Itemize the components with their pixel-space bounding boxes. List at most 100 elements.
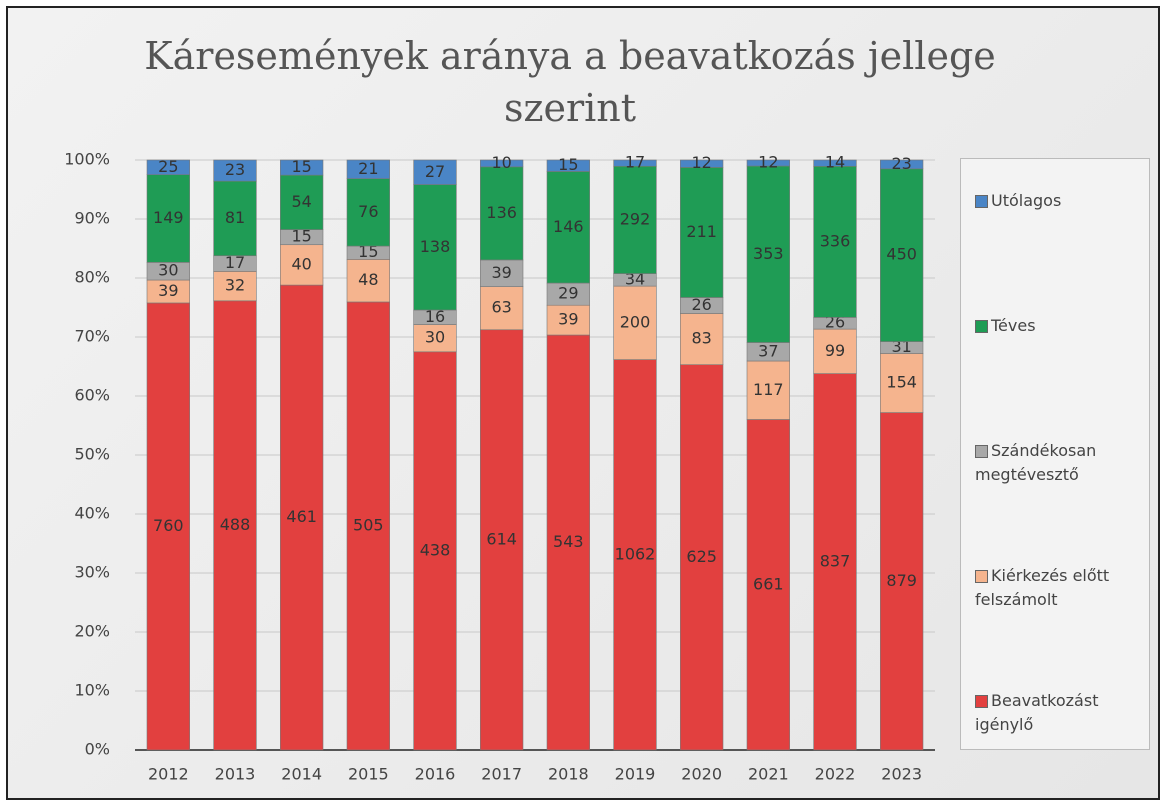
data-label: 543	[553, 532, 584, 551]
bar-segment	[280, 284, 324, 751]
y-tick-label: 80%	[74, 268, 110, 287]
bar-segment	[813, 159, 857, 167]
data-label: 117	[753, 380, 784, 399]
data-label: 39	[158, 281, 178, 300]
bar-segment	[480, 329, 524, 751]
data-label: 461	[286, 507, 317, 526]
data-label: 17	[625, 153, 645, 172]
data-label: 149	[153, 208, 184, 227]
bar-segment	[813, 373, 857, 751]
bar-segment	[880, 412, 924, 751]
bar-segment	[746, 159, 790, 167]
data-label: 15	[558, 155, 578, 174]
bar-segment	[413, 324, 457, 353]
bar-segment	[613, 159, 657, 167]
legend-swatch	[975, 320, 988, 333]
chart-title: Káresemények aránya a beavatkozás jelleg…	[144, 34, 996, 130]
bar-segment	[480, 286, 524, 331]
data-label: 879	[886, 571, 917, 590]
bar-segment	[280, 244, 324, 286]
bar-segment	[146, 159, 190, 176]
bar-segment	[146, 174, 190, 263]
bar-segment	[413, 159, 457, 185]
data-label: 37	[758, 341, 778, 360]
bar-segment	[346, 178, 390, 247]
legend-swatch	[975, 195, 988, 208]
data-label: 438	[420, 540, 451, 559]
data-label: 83	[691, 329, 711, 348]
x-tick-label: 2012	[148, 765, 189, 784]
data-label: 136	[486, 203, 517, 222]
bar-segment	[213, 159, 257, 182]
bar-segment	[613, 285, 657, 360]
data-label: 39	[558, 310, 578, 329]
data-label: 21	[358, 159, 378, 178]
bar-segment	[746, 165, 790, 343]
bar-segment	[480, 259, 524, 287]
data-label: 661	[753, 574, 784, 593]
bar-segment	[413, 351, 457, 751]
legend-item: Beavatkozást igénylő	[975, 689, 1145, 737]
legend-label: Szándékosan megtévesztő	[975, 441, 1097, 484]
data-label: 146	[553, 217, 584, 236]
bar-segment	[213, 300, 257, 751]
legend-swatch	[975, 445, 988, 458]
legend-label: Kiérkezés előtt felszámolt	[975, 566, 1110, 609]
bar-segment	[680, 167, 724, 298]
data-label: 27	[425, 162, 445, 181]
legend: Utólagos Téves Szándékosan megtévesztő Kiér…	[960, 158, 1150, 750]
legend-label: Téves	[991, 316, 1036, 335]
data-label: 14	[825, 153, 845, 172]
x-tick-label: 2014	[281, 765, 322, 784]
data-label: 48	[358, 270, 378, 289]
bar-segment	[346, 301, 390, 751]
bar-segment	[346, 159, 390, 179]
bar-segment	[546, 334, 590, 751]
x-tick-label: 2022	[815, 765, 856, 784]
legend-item: Téves	[975, 314, 1145, 338]
x-tick-label: 2015	[348, 765, 389, 784]
data-label: 837	[820, 551, 851, 570]
legend-item: Szándékosan megtévesztő	[975, 439, 1145, 487]
y-tick-label: 60%	[74, 386, 110, 405]
data-label: 138	[420, 237, 451, 256]
legend-swatch	[975, 570, 988, 583]
legend-item: Kiérkezés előtt felszámolt	[975, 564, 1145, 612]
data-label: 154	[886, 373, 917, 392]
data-label: 63	[491, 298, 511, 317]
bar-segment	[680, 159, 724, 168]
data-label: 25	[158, 157, 178, 176]
x-tick-label: 2016	[415, 765, 456, 784]
bar-segment	[813, 165, 857, 318]
data-label: 23	[225, 160, 245, 179]
bar-segment	[213, 271, 257, 302]
x-tick-label: 2018	[548, 765, 589, 784]
bar-segment	[146, 302, 190, 751]
y-tick-label: 10%	[74, 681, 110, 700]
bar-segment	[480, 159, 524, 168]
legend-label: Utólagos	[991, 191, 1062, 210]
legend-item: Utólagos	[975, 189, 1145, 213]
data-label: 200	[620, 312, 651, 331]
bar-segment	[546, 304, 590, 336]
y-tick-label: 30%	[74, 563, 110, 582]
bar-segment	[813, 328, 857, 374]
data-label: 12	[758, 153, 778, 172]
x-tick-label: 2013	[215, 765, 256, 784]
data-label: 488	[220, 515, 251, 534]
data-label: 32	[225, 276, 245, 295]
data-label: 81	[225, 208, 245, 227]
data-label: 34	[625, 269, 645, 288]
data-label: 16	[425, 307, 445, 326]
data-label: 54	[291, 192, 311, 211]
bar-segment	[880, 159, 924, 170]
data-label: 10	[491, 153, 511, 172]
data-label: 29	[558, 284, 578, 303]
y-tick-label: 40%	[74, 504, 110, 523]
data-label: 30	[158, 261, 178, 280]
bar-segment	[746, 360, 790, 420]
data-label: 625	[686, 547, 717, 566]
data-label: 15	[358, 242, 378, 261]
bar-segment	[680, 364, 724, 751]
